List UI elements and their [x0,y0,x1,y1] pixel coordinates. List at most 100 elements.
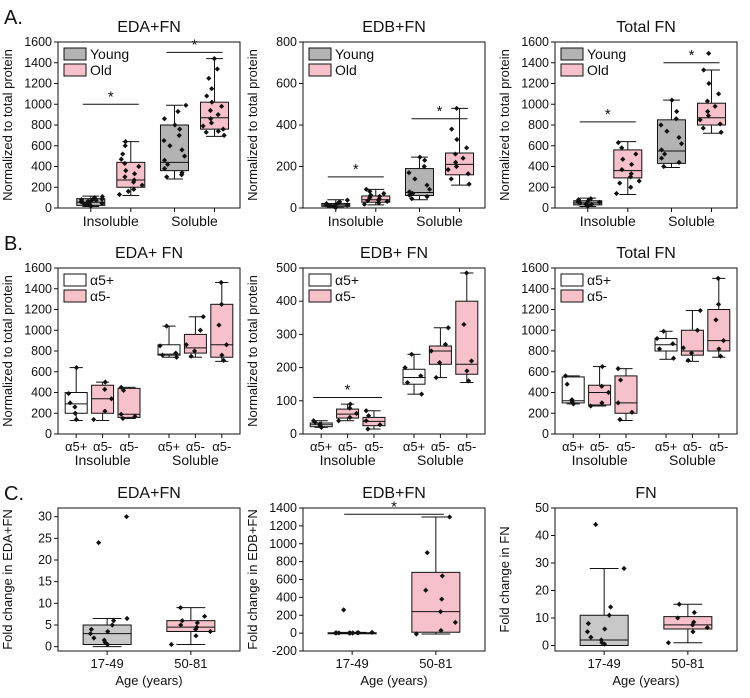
legend-swatch [308,289,332,303]
data-point [80,200,86,206]
data-point [220,126,226,132]
y-tick-label: 1400 [269,501,297,515]
box-2 [336,401,360,424]
chart-title: Total FN [616,19,676,36]
data-point [347,405,353,411]
data-point [406,170,412,176]
box-6 [210,279,234,363]
box-body [445,152,475,176]
box-1 [64,365,88,423]
data-point [585,620,591,627]
chart-title: FN [635,485,656,502]
data-point [204,93,210,99]
data-point [193,633,199,639]
box-body [166,620,216,633]
box-label: α5- [93,439,112,454]
data-point [173,350,179,356]
y-tick-label: 800 [31,118,52,132]
data-point [200,314,206,320]
data-point [336,199,343,205]
data-point [690,629,696,635]
data-point [628,171,634,177]
box-label: 17-49 [336,656,369,671]
data-point [418,373,424,379]
y-tick-label: 600 [31,139,52,153]
box-label: α5+ [158,439,180,454]
y-axis-label: Normalized to total protein [0,49,15,201]
data-point [584,629,591,635]
data-point [381,190,387,197]
y-tick-label: 0 [542,639,549,653]
data-point [120,415,126,422]
y-tick-label: 1600 [24,35,52,49]
data-point [602,626,608,632]
y-tick-label: 400 [276,294,297,308]
data-point [428,348,434,354]
data-point [218,301,225,307]
data-point [120,387,127,394]
box-2 [116,139,146,198]
box-1 [309,418,333,430]
data-point [689,622,696,628]
data-point [215,112,221,118]
box-1 [76,193,106,209]
data-point [122,160,128,166]
box-5 [680,307,704,363]
data-point [367,195,373,201]
y-axis-label: Fold change in EDA+FN [0,509,15,650]
data-point [706,80,712,87]
box-label: α5+ [655,439,677,454]
data-point [176,132,182,138]
data-point [615,366,621,372]
data-point [620,156,626,162]
data-point [636,178,642,184]
box-body [697,102,727,126]
y-axis-label: Fold change in EDB+FN [245,509,260,650]
significance-label: * [391,498,397,515]
box-body [614,375,638,414]
group-label: Soluble [417,452,464,468]
legend-label: Young [90,46,129,62]
box-2 [361,186,391,207]
data-point [317,421,323,427]
data-point [599,383,605,389]
legend-swatch [308,273,332,287]
data-point [605,389,612,396]
data-point [183,102,189,108]
y-tick-label: 1600 [521,35,549,49]
significance-label: * [108,88,114,105]
data-point [615,140,621,146]
data-point [200,123,206,129]
data-point [161,116,168,122]
data-point [203,129,209,135]
y-tick-label: 1200 [521,77,549,91]
y-tick-label: 1000 [269,537,297,551]
y-tick-label: 600 [31,365,52,379]
box-1 [573,196,603,209]
y-tick-label: 0 [542,201,549,215]
chart-b2: EDB+ FN 0 100 200 300 400 500 Normalized to tot… [245,245,486,468]
data-point [669,97,675,103]
box-1 [321,197,351,210]
data-point [139,182,145,188]
y-tick-label: 10 [38,596,52,610]
y-tick-label: 0 [290,427,297,441]
data-point [715,275,721,281]
data-point [588,196,594,202]
y-tick-label: 300 [276,327,297,341]
data-point [365,198,371,204]
data-point [408,351,415,357]
data-point [221,132,227,138]
data-point [665,640,672,646]
data-point [99,200,105,206]
data-point [347,401,353,407]
significance-label: * [605,106,611,123]
box-label: α5- [338,439,357,454]
data-point [468,358,475,364]
data-point [613,190,620,197]
data-point [102,639,108,645]
data-point [694,327,701,333]
panel-label-c: C. [4,483,24,505]
data-point [617,377,624,383]
data-point [365,426,371,432]
